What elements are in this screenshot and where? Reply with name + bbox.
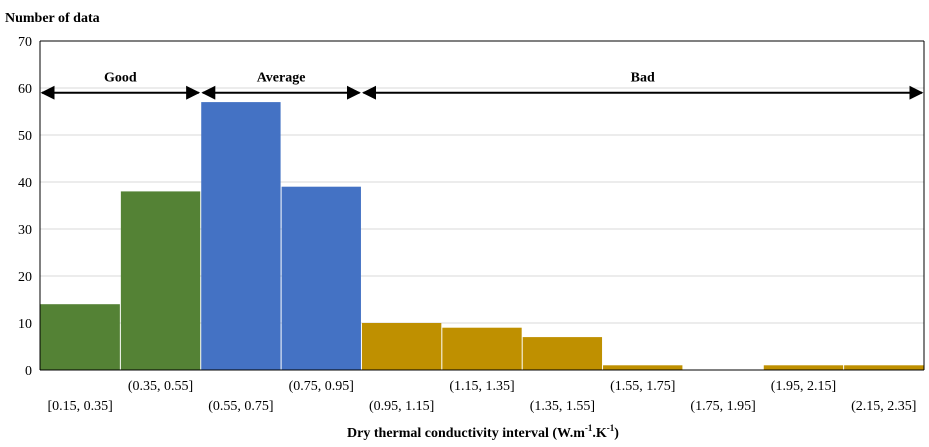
bar <box>522 337 603 370</box>
group-label: Good <box>104 71 137 86</box>
bar <box>442 327 522 370</box>
x-axis-title-mid: .K <box>592 426 607 441</box>
x-tick-label: (1.95, 2.15] <box>771 379 836 394</box>
x-axis-title-sup-2: -1 <box>607 423 615 433</box>
x-tick-label: (1.75, 1.95] <box>690 399 755 414</box>
bar <box>40 304 120 370</box>
group-label: Average <box>257 71 306 86</box>
x-axis-title-end: ) <box>614 426 619 441</box>
group-annotations: Good Average Bad <box>40 71 924 100</box>
y-tick-label: 50 <box>18 129 32 144</box>
y-tick-label: 70 <box>18 35 32 50</box>
x-tick-label: [0.15, 0.35] <box>48 399 113 414</box>
y-tick-labels: 0 10 20 30 40 50 60 70 <box>18 35 32 379</box>
y-tick-label: 30 <box>18 223 32 238</box>
bar <box>281 186 361 370</box>
bar <box>844 365 924 370</box>
y-tick-label: 40 <box>18 176 32 191</box>
x-tick-label: (0.95, 1.15] <box>369 399 434 414</box>
x-tick-label: (1.35, 1.55] <box>530 399 595 414</box>
y-axis-title: Number of data <box>5 11 100 26</box>
x-tick-label: (1.15, 1.35] <box>449 379 514 394</box>
y-tick-label: 0 <box>25 364 32 379</box>
group-label: Bad <box>631 71 655 86</box>
y-tick-label: 60 <box>18 82 32 97</box>
x-tick-label: (0.35, 0.55] <box>128 379 193 394</box>
bar <box>201 102 281 370</box>
y-tick-label: 20 <box>18 270 32 285</box>
axes <box>39 40 925 371</box>
bars <box>40 102 924 370</box>
x-axis-title-main: Dry thermal conductivity interval (W.m <box>347 426 585 441</box>
x-axis-title: Dry thermal conductivity interval (W.m-1… <box>347 423 619 441</box>
x-tick-labels: [0.15, 0.35] (0.35, 0.55] (0.55, 0.75] (0.7… <box>48 379 917 414</box>
bar <box>763 365 844 370</box>
y-tick-label: 10 <box>18 317 32 332</box>
bar <box>120 191 201 370</box>
x-tick-label: (2.15, 2.35] <box>851 399 916 414</box>
bar <box>361 323 442 370</box>
x-tick-label: (0.55, 0.75] <box>208 399 273 414</box>
bar <box>603 365 683 370</box>
x-tick-label: (1.55, 1.75] <box>610 379 675 394</box>
x-axis-title-sup-1: -1 <box>585 423 593 433</box>
x-tick-label: (0.75, 0.95] <box>289 379 354 394</box>
